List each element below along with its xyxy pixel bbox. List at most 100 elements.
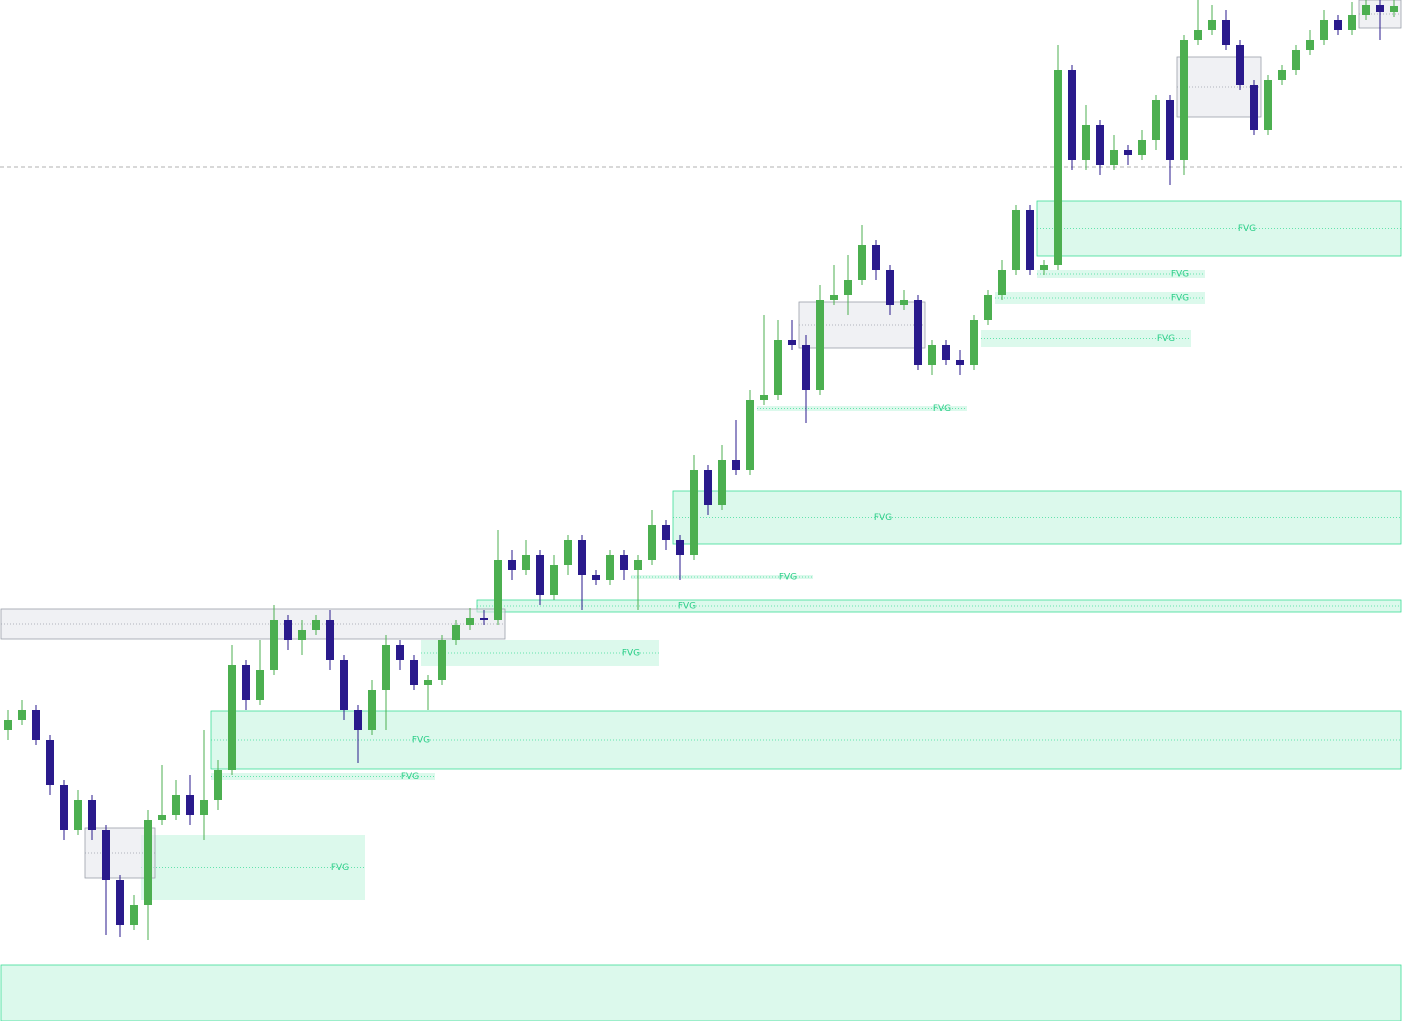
candle-body (970, 320, 978, 365)
candle-body (452, 625, 460, 640)
candle-body (1012, 210, 1020, 270)
candle-body (1096, 125, 1104, 165)
candle-body (494, 560, 502, 620)
candle-body (1208, 20, 1216, 30)
candle-body (1376, 5, 1384, 12)
fvg-label: FVG (1171, 294, 1189, 304)
fvg-label: FVG (1238, 224, 1256, 234)
candle-body (32, 710, 40, 740)
candle-body (914, 300, 922, 365)
candle-body (816, 300, 824, 390)
candle-body (144, 820, 152, 905)
candle-body (214, 770, 222, 800)
fvg-label: FVG (401, 772, 419, 782)
candle-body (564, 540, 572, 565)
candle-body (396, 645, 404, 660)
candle-body (256, 670, 264, 700)
candle-body (1390, 6, 1398, 12)
fvg-label: FVG (933, 404, 951, 414)
candle-body (368, 690, 376, 730)
candle-body (732, 460, 740, 470)
candle-body (1110, 150, 1118, 165)
candle-body (438, 640, 446, 680)
candle-body (1124, 150, 1132, 155)
candle-body (242, 665, 250, 700)
candle-body (578, 540, 586, 575)
fvg-label: FVG (1171, 270, 1189, 280)
candle-body (1320, 20, 1328, 40)
candle-body (718, 460, 726, 505)
candle-body (956, 360, 964, 365)
candle-body (746, 400, 754, 470)
candle-body (872, 245, 880, 270)
candle-body (844, 280, 852, 295)
candle-body (662, 525, 670, 540)
candle-body (1194, 30, 1202, 40)
fvg-label: FVG (874, 513, 892, 523)
candle-body (1278, 70, 1286, 80)
candle-body (1166, 100, 1174, 160)
candle-body (18, 710, 26, 720)
candle-body (354, 710, 362, 730)
candle-body (788, 340, 796, 345)
fvg-label: FVG (331, 863, 349, 873)
candle-body (158, 815, 166, 820)
fvg-label: FVG (622, 649, 640, 659)
candle-body (592, 575, 600, 580)
candle-body (522, 555, 530, 570)
fvg-label: FVG (779, 573, 797, 583)
candle-body (130, 905, 138, 925)
candle-body (886, 270, 894, 305)
candle-body (900, 300, 908, 305)
candle-body (676, 540, 684, 555)
candle-body (1306, 40, 1314, 50)
fvg-label: FVG (678, 602, 696, 612)
candle-body (620, 555, 628, 570)
candle-body (424, 680, 432, 685)
candle-body (1180, 40, 1188, 160)
candle-body (298, 630, 306, 640)
candle-body (1334, 20, 1342, 30)
candle-body (312, 620, 320, 630)
fvg-label: FVG (412, 736, 430, 746)
candle-body (1348, 15, 1356, 30)
candle-body (1026, 210, 1034, 270)
candle-body (74, 800, 82, 830)
candle-body (928, 345, 936, 365)
candle-body (480, 618, 488, 620)
candle-body (1054, 70, 1062, 265)
candle-body (284, 620, 292, 640)
candle-body (116, 880, 124, 925)
candle-body (1152, 100, 1160, 140)
candle-body (1292, 50, 1300, 70)
candle-body (690, 470, 698, 555)
candle-body (410, 660, 418, 685)
fvg-zone (0, 964, 1402, 1021)
candle-body (340, 660, 348, 710)
candle-body (774, 340, 782, 395)
candle-body (200, 800, 208, 815)
candle-body (1082, 125, 1090, 160)
candle-body (606, 555, 614, 580)
candle-body (186, 795, 194, 815)
fvg-label: FVG (1157, 334, 1175, 344)
candle-body (4, 720, 12, 730)
candle-body (382, 645, 390, 690)
candle-body (648, 525, 656, 560)
candle-body (1040, 265, 1048, 270)
candle-body (46, 740, 54, 785)
candle-body (942, 345, 950, 360)
candle-body (858, 245, 866, 280)
candle-body (550, 565, 558, 595)
candle-body (1222, 20, 1230, 45)
candle-body (1362, 5, 1370, 15)
candle-body (1264, 80, 1272, 130)
candle-body (326, 620, 334, 660)
candle-body (102, 830, 110, 880)
candle-body (1068, 70, 1076, 160)
candle-body (830, 295, 838, 300)
candle-body (60, 785, 68, 830)
candle-body (270, 620, 278, 670)
candle-body (1138, 140, 1146, 155)
